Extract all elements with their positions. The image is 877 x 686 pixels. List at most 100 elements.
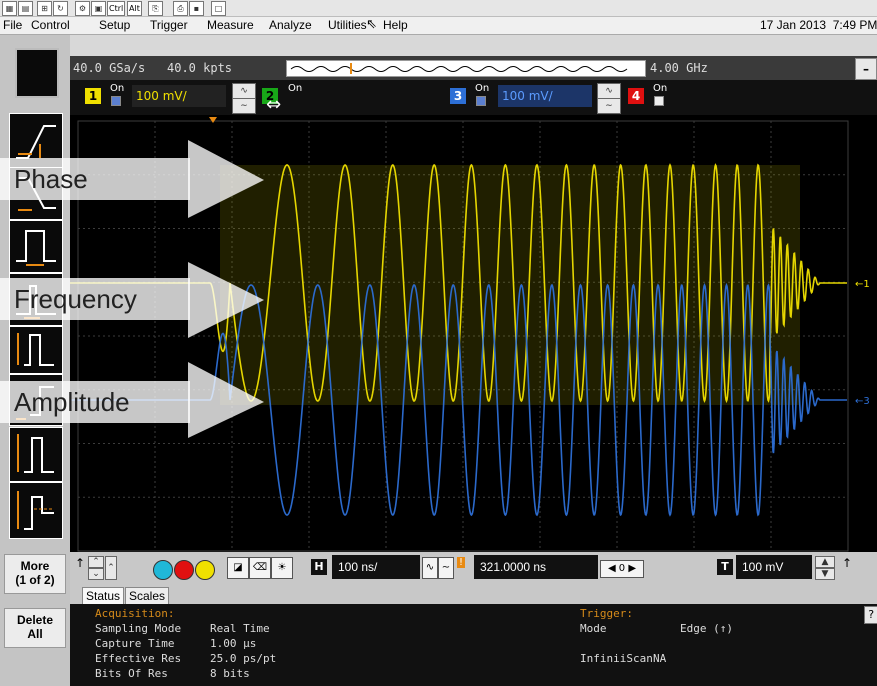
copy-icon[interactable]: ⎘ — [148, 1, 163, 16]
status-value-4: 8 bits — [210, 667, 250, 680]
thumbnail-display[interactable] — [15, 48, 59, 98]
minimize-button[interactable]: – — [855, 58, 877, 80]
ch3-dc-coupling-icon[interactable]: ∼ — [597, 98, 621, 114]
amplitude-arrow-icon — [188, 362, 264, 438]
setup-hold-icon — [17, 491, 54, 530]
level-up-icon[interactable]: ▲ — [815, 556, 835, 568]
ch1-number[interactable]: 1 — [85, 88, 101, 104]
run-button[interactable] — [153, 560, 173, 580]
more-button[interactable]: More (1 of 2) — [4, 554, 66, 594]
ch3-on-checkbox[interactable] — [476, 96, 486, 106]
level-down-icon[interactable]: ▼ — [815, 568, 835, 580]
brightness-icon[interactable]: ☀ — [271, 557, 293, 579]
menu-measure[interactable]: Measure — [207, 18, 254, 32]
waveform-overview-icon — [290, 63, 628, 74]
help-button[interactable]: ? — [864, 606, 877, 624]
status-value-2: 1.00 µs — [210, 637, 257, 650]
scroll-down-icon[interactable]: ⌄ — [88, 568, 104, 580]
trigger-title: Trigger: — [580, 607, 633, 620]
status-panel: Acquisition: Sampling Mode Real Time Cap… — [70, 604, 877, 686]
more-page-label: (1 of 2) — [15, 573, 55, 587]
menu-control[interactable]: Control — [31, 18, 70, 32]
ch1-marker: ←1 — [855, 279, 870, 290]
ch4-number[interactable]: 4 — [628, 88, 644, 104]
toolbar: ▦ ▤ ⊞ ↻ ⚙ ▣ Ctrl Alt ⎘ ⎙ ▪ □ — [0, 0, 877, 17]
autoscale-icon[interactable]: ◪ — [227, 557, 249, 579]
ch3-number[interactable]: 3 — [450, 88, 466, 104]
single-button[interactable] — [195, 560, 215, 580]
trigger-value-1: Edge (↑) — [680, 622, 733, 635]
runt-button[interactable] — [9, 326, 63, 374]
pulse-width-button[interactable] — [9, 220, 63, 273]
menu-file[interactable]: File — [3, 18, 23, 32]
run-icon[interactable]: ▣ — [91, 1, 106, 16]
delete-all-button[interactable]: Delete All — [4, 608, 66, 648]
trigger-level-marker-icon: ↑ — [75, 556, 86, 570]
tab-status[interactable]: Status — [82, 587, 125, 604]
ch2-number[interactable]: 2 — [262, 88, 278, 104]
transition-button[interactable] — [9, 427, 63, 482]
acquisition-info-bar: 40.0 GSa/s 40.0 kpts 4.00 GHz – — [70, 56, 877, 80]
alt-key[interactable]: Alt — [127, 1, 142, 16]
delete-label: Delete — [16, 613, 54, 627]
bandwidth: 4.00 GHz — [650, 61, 708, 75]
menu-utilities[interactable]: Utilities — [328, 18, 367, 32]
timebase-value[interactable]: 100 ns/ — [332, 555, 420, 579]
print-icon[interactable]: ⎙ — [173, 1, 188, 16]
ch3-scale[interactable]: 100 mV/ — [498, 85, 592, 107]
status-value-3: 25.0 ps/pt — [210, 652, 277, 665]
new-icon[interactable]: ▦ — [2, 1, 17, 16]
setup-hold-button[interactable] — [9, 482, 63, 539]
ch1-on-checkbox[interactable] — [111, 96, 121, 106]
menu-setup[interactable]: Setup — [99, 18, 131, 32]
zoom-icon[interactable]: ⌃ — [105, 556, 117, 580]
status-tabs: Status Scales — [70, 584, 877, 604]
phase-label: Phase — [0, 158, 190, 200]
scroll-up-icon[interactable]: ⌃ — [88, 556, 104, 568]
status-label-3: Effective Res — [95, 652, 182, 665]
stop-button[interactable] — [174, 560, 194, 580]
ch1-scale[interactable]: 100 mV/ — [132, 85, 226, 107]
memory-depth: 40.0 kpts — [167, 61, 233, 75]
ch3-ac-coupling-icon[interactable]: ∿ — [597, 83, 621, 99]
sample-rate: 40.0 GSa/s — [73, 61, 146, 75]
status-label-1: Sampling Mode — [95, 622, 182, 635]
ch3-on-label: On — [475, 83, 490, 94]
clear-display-icon[interactable]: ⌫ — [249, 557, 271, 579]
ch1-dc-coupling-icon[interactable]: ∼ — [232, 98, 256, 114]
ch4-on-checkbox[interactable] — [654, 96, 664, 106]
ch2-on-label: On — [288, 83, 303, 94]
transition-icon — [17, 434, 54, 473]
window-icon[interactable]: □ — [211, 1, 226, 16]
refresh-icon[interactable]: ↻ — [53, 1, 68, 16]
frequency-label: Frequency — [0, 278, 190, 320]
clock-datetime: 17 Jan 2013 7:49 PM — [760, 18, 877, 32]
delete-all-label: All — [27, 627, 43, 641]
delay-marker-icon: ! — [457, 557, 466, 568]
amplitude-label: Amplitude — [0, 381, 190, 423]
tab-scales[interactable]: Scales — [125, 587, 170, 604]
save-icon[interactable]: ▪ — [189, 1, 204, 16]
trigger-value-2: NA — [653, 652, 667, 665]
timebase-scrollbar[interactable] — [286, 60, 646, 77]
delay-value[interactable]: 321.0000 ns — [474, 555, 598, 579]
menu-analyze[interactable]: Analyze — [269, 18, 312, 32]
menu-trigger[interactable]: Trigger — [150, 18, 188, 32]
grid-icon[interactable]: ⊞ — [37, 1, 52, 16]
delay-nav[interactable]: ◀ 0 ▶ — [600, 560, 644, 578]
acquisition-title: Acquisition: — [95, 607, 175, 620]
trigger-level-value[interactable]: 100 mV — [736, 555, 812, 579]
ac-coupling-icon[interactable]: ∿ — [422, 557, 438, 579]
trigger-label-1: Mode — [580, 622, 607, 635]
trigger-label-2: InfiniiScan — [580, 652, 653, 665]
measure-icon[interactable]: ⚙ — [75, 1, 90, 16]
ch3-marker: ←3 — [855, 396, 870, 407]
status-label-2: Capture Time — [95, 637, 175, 650]
ctrl-key[interactable]: Ctrl — [107, 1, 126, 16]
menu-help[interactable]: Help — [383, 18, 408, 32]
channel-bar: 1 On 100 mV/ ∿ ∼ 2 On ⇔ 3 On 100 mV/ ∿ ∼… — [70, 80, 877, 115]
pulse-width-icon — [16, 230, 56, 266]
dc-coupling-icon[interactable]: ∼ — [438, 557, 454, 579]
open-icon[interactable]: ▤ — [18, 1, 33, 16]
ch1-ac-coupling-icon[interactable]: ∿ — [232, 83, 256, 99]
